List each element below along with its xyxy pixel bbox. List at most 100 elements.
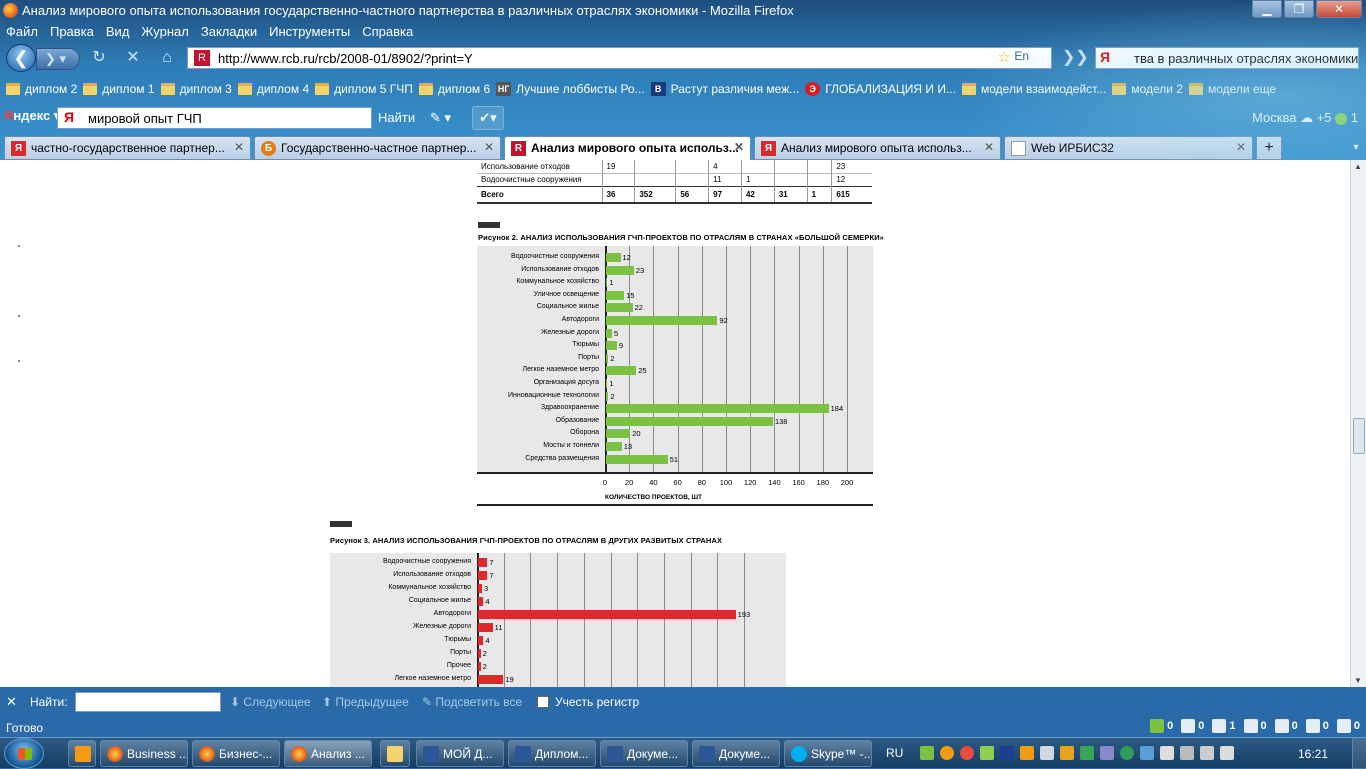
taskbar-item[interactable]: Докуме... xyxy=(692,740,780,767)
system-clock[interactable]: 16:21 xyxy=(1297,747,1328,761)
status-addon[interactable]: 0 xyxy=(1336,719,1360,733)
status-addon[interactable]: 0 xyxy=(1305,719,1329,733)
status-addon[interactable]: 0 xyxy=(1150,719,1173,733)
checkmark-icon[interactable]: ✔▾ xyxy=(472,106,504,130)
tab-close-icon[interactable]: ✕ xyxy=(733,140,744,154)
chart-value-label: 19 xyxy=(505,675,514,684)
taskbar-item[interactable]: Бизнес-... xyxy=(192,740,280,767)
highlight-all-button[interactable]: ✎ Подсветить все xyxy=(422,695,522,709)
close-button[interactable]: ✕ xyxy=(1316,0,1362,18)
bookmark-star-icon[interactable]: ☆ xyxy=(997,49,1011,66)
yandex-find-button[interactable]: Найти xyxy=(378,110,416,125)
maximize-button[interactable]: ❐ xyxy=(1284,0,1314,18)
tab-2[interactable]: Б Государственно-частное партнер... ✕ xyxy=(254,136,501,160)
tab-1[interactable]: Я частно-государственное партнер... ✕ xyxy=(4,136,251,160)
weather-widget[interactable]: Москва ☁ +5 1 xyxy=(1252,110,1358,126)
tray-icon[interactable] xyxy=(920,746,934,760)
yandex-search-input[interactable]: Я мировой опыт ГЧП xyxy=(57,107,372,129)
url-bar[interactable]: R http://www.rcb.ru/rcb/2008-01/8902/?pr… xyxy=(187,47,1052,69)
tray-icon[interactable] xyxy=(1040,746,1054,760)
find-close-button[interactable]: ✕ xyxy=(6,694,17,709)
search-box[interactable]: Я тва в различных отраслях экономики xyxy=(1095,47,1359,69)
language-indicator[interactable]: En xyxy=(1014,49,1029,63)
bookmark-item[interactable]: модели взаимодейст... xyxy=(962,78,1106,100)
bookmark-item[interactable]: В Растут различия меж... xyxy=(650,78,799,100)
menu-history[interactable]: Журнал xyxy=(141,24,189,39)
tab-3-active[interactable]: R Анализ мирового опыта использ... ✕ xyxy=(504,136,751,160)
new-tab-button[interactable]: + xyxy=(1256,136,1282,160)
status-addon[interactable]: 0 xyxy=(1243,719,1267,733)
taskbar-item[interactable] xyxy=(380,740,410,767)
menu-view[interactable]: Вид xyxy=(105,24,130,39)
bookmark-item[interactable]: модели 2 xyxy=(1112,78,1183,100)
tab-list-dropdown-icon[interactable]: ▾ xyxy=(1353,142,1359,153)
bookmark-item[interactable]: диплом 1 xyxy=(83,78,155,100)
tray-icon[interactable] xyxy=(1100,746,1114,760)
menu-bookmarks[interactable]: Закладки xyxy=(200,24,258,39)
highlight-pen-icon[interactable]: ✎ ▾ xyxy=(430,110,452,125)
volume-icon[interactable] xyxy=(1220,746,1234,760)
taskbar-item[interactable]: МОЙ Д... xyxy=(416,740,504,767)
find-next-button[interactable]: ⬇ Следующее xyxy=(230,695,311,709)
minimize-button[interactable]: ▁ xyxy=(1252,0,1282,18)
status-addon[interactable]: 1 xyxy=(1212,719,1236,733)
tray-icon[interactable] xyxy=(980,746,994,760)
bookmark-item[interactable]: Э ГЛОБАЛИЗАЦИЯ И И... xyxy=(805,78,956,100)
show-desktop-button[interactable] xyxy=(1352,738,1366,769)
bookmark-item[interactable]: диплом 5 ГЧП xyxy=(315,78,413,100)
taskbar-item[interactable]: Business ... xyxy=(100,740,188,767)
back-button[interactable]: ❮ xyxy=(6,44,36,72)
show-desktop-quicklaunch[interactable] xyxy=(68,740,96,767)
tab-close-icon[interactable]: ✕ xyxy=(1235,140,1246,154)
flag-icon[interactable] xyxy=(1160,746,1174,760)
taskbar-item[interactable]: Skype™ -... xyxy=(784,740,872,767)
bookmark-item[interactable]: диплом 4 xyxy=(237,78,309,100)
bookmark-item[interactable]: диплом 6 xyxy=(418,78,490,100)
scroll-up-arrow-icon[interactable]: ▲ xyxy=(1354,162,1362,171)
bookmark-item[interactable]: диплом 3 xyxy=(160,78,232,100)
tray-icon[interactable] xyxy=(1060,746,1074,760)
find-input[interactable] xyxy=(75,692,221,712)
taskbar-item-active[interactable]: Анализ ... xyxy=(284,740,372,767)
tab-close-icon[interactable]: ✕ xyxy=(233,140,244,154)
tray-icon[interactable] xyxy=(1140,746,1154,760)
tray-icon[interactable] xyxy=(940,746,954,760)
yandex-search-icon[interactable]: Я xyxy=(1100,49,1111,65)
tab-close-icon[interactable]: ✕ xyxy=(983,140,994,154)
bookmark-item[interactable]: диплом 2 xyxy=(6,78,77,100)
scrollbar-thumb[interactable] xyxy=(1353,418,1365,454)
menu-file[interactable]: Файл xyxy=(6,24,38,39)
tab-close-icon[interactable]: ✕ xyxy=(483,140,494,154)
reload-icon[interactable]: ↻ xyxy=(92,49,106,66)
yandex-logo[interactable]: Яндекс ▾ xyxy=(4,108,61,123)
chart-bar xyxy=(606,379,608,388)
status-addon[interactable]: 0 xyxy=(1274,719,1298,733)
tray-icon[interactable] xyxy=(960,746,974,760)
bookmark-item[interactable]: НГ Лучшие лоббисты Ро... xyxy=(496,78,645,100)
addon-icon[interactable]: ❯❯ xyxy=(1062,49,1089,66)
status-addon[interactable]: 0 xyxy=(1181,719,1204,733)
stop-icon[interactable]: ✕ xyxy=(126,49,140,66)
home-icon[interactable]: ⌂ xyxy=(162,49,172,66)
tray-icon[interactable] xyxy=(1120,746,1134,760)
taskbar-item[interactable]: Диплом... xyxy=(508,740,596,767)
start-button[interactable] xyxy=(4,738,44,769)
tab-5[interactable]: Web ИРБИС32 ✕ xyxy=(1004,136,1253,160)
menu-help[interactable]: Справка xyxy=(362,24,414,39)
network-icon[interactable] xyxy=(1180,746,1194,760)
forward-button[interactable]: ❯ ▾ xyxy=(36,48,80,70)
taskbar-item[interactable]: Докуме... xyxy=(600,740,688,767)
tray-icon[interactable] xyxy=(1000,746,1014,760)
input-language-indicator[interactable]: RU xyxy=(886,746,904,760)
menu-edit[interactable]: Правка xyxy=(49,24,94,39)
scroll-down-arrow-icon[interactable]: ▼ xyxy=(1354,676,1362,685)
menu-tools[interactable]: Инструменты xyxy=(269,24,351,39)
tray-icon[interactable] xyxy=(1020,746,1034,760)
signal-icon[interactable] xyxy=(1200,746,1214,760)
tab-4[interactable]: Я Анализ мирового опыта использ... ✕ xyxy=(754,136,1001,160)
vertical-scrollbar[interactable]: ▲ ▼ xyxy=(1350,160,1366,687)
tray-icon[interactable] xyxy=(1080,746,1094,760)
find-previous-button[interactable]: ⬆ Предыдущее xyxy=(322,695,409,709)
match-case-checkbox[interactable] xyxy=(537,696,549,708)
bookmark-item[interactable]: модели еще xyxy=(1188,78,1276,100)
